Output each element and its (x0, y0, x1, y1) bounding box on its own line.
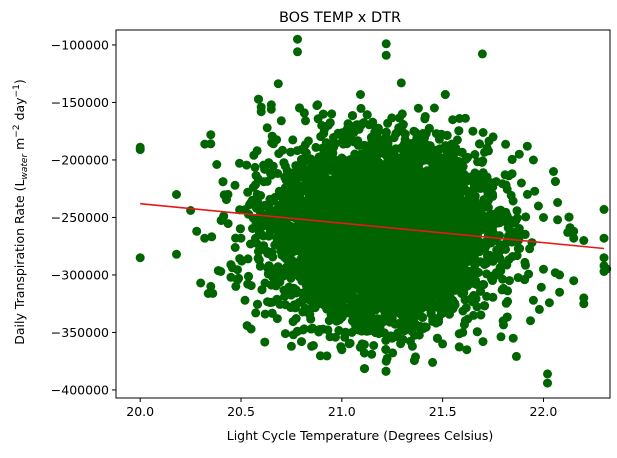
scatter-points (135, 34, 612, 388)
chart-title: BOS TEMP x DTR (279, 10, 401, 26)
scatter-point (223, 219, 233, 229)
scatter-point (272, 237, 282, 247)
scatter-point (242, 160, 252, 170)
scatter-point (501, 139, 511, 149)
scatter-point (461, 303, 471, 313)
scatter-point (521, 212, 531, 222)
scatter-point (520, 257, 530, 267)
scatter-point (536, 282, 546, 292)
scatter-point (516, 178, 526, 188)
scatter-point (511, 351, 521, 361)
scatter-point (409, 356, 419, 366)
scatter-point (367, 349, 377, 359)
scatter-point (273, 79, 283, 89)
scatter-point (530, 186, 540, 196)
scatter-point (506, 190, 516, 200)
scatter-point (299, 324, 309, 334)
scatter-point (230, 243, 240, 252)
scatter-point (235, 254, 245, 264)
scatter-point (207, 232, 217, 242)
scatter-point (533, 201, 543, 211)
scatter-point (288, 135, 298, 145)
scatter-point (369, 341, 379, 350)
scatter-point (505, 276, 514, 286)
scatter-point (274, 149, 284, 159)
scatter-point (503, 296, 513, 306)
scatter-point (356, 103, 366, 113)
scatter-point (331, 332, 340, 342)
scatter-point (292, 146, 302, 156)
scatter-point (522, 189, 532, 199)
scatter-point (251, 308, 261, 318)
scatter-point (477, 49, 487, 59)
scatter-point (480, 147, 489, 157)
scatter-point (235, 158, 244, 168)
scatter-point (246, 239, 255, 249)
scatter-point (525, 244, 535, 254)
scatter-point (356, 90, 365, 99)
scatter-point (315, 351, 325, 361)
scatter-point (526, 316, 535, 326)
scatter-point (513, 244, 523, 254)
scatter-point (460, 113, 470, 123)
scatter-point (396, 78, 406, 88)
scatter-point (250, 162, 260, 172)
scatter-point (322, 351, 332, 361)
scatter-point (291, 314, 301, 323)
scatter-point (324, 316, 334, 326)
scatter-point (311, 142, 321, 152)
scatter-point (512, 251, 522, 261)
scatter-point (298, 307, 308, 317)
scatter-point (478, 128, 488, 137)
scatter-point (429, 103, 439, 113)
scatter-point (469, 310, 478, 320)
scatter-point (300, 140, 310, 150)
scatter-point (420, 112, 430, 121)
scatter-point (544, 298, 554, 308)
scatter-point (496, 332, 506, 342)
